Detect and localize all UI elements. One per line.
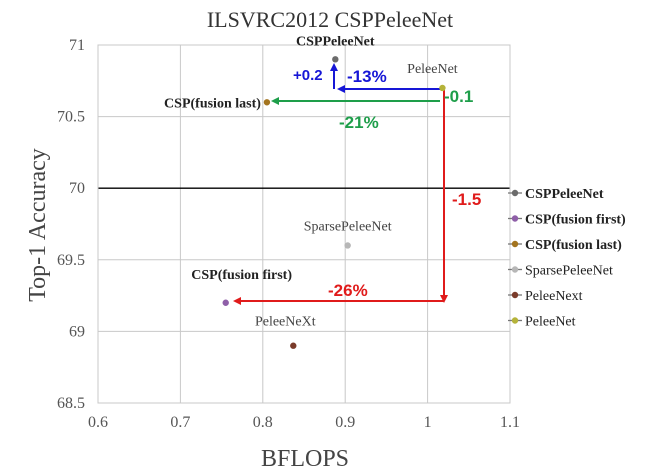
data-point <box>222 299 229 306</box>
chart-title: ILSVRC2012 CSPPeleeNet <box>207 7 453 32</box>
legend-entry: PeleeNext <box>525 289 583 304</box>
arrows <box>233 63 448 305</box>
x-tick-label: 0.6 <box>88 414 108 431</box>
x-tick-label: 1.1 <box>500 414 520 431</box>
point-label: SparsePeleeNet <box>304 219 392 234</box>
x-tick-labels: 0.6 0.7 0.8 0.9 1 1.1 <box>88 414 520 431</box>
data-point <box>290 342 297 349</box>
data-point <box>263 99 271 106</box>
annotation-minus-0-1: -0.1 <box>444 87 473 106</box>
x-tick-label: 0.9 <box>335 414 355 431</box>
legend-marker <box>511 266 519 273</box>
y-tick-labels: 68.5 69 69.5 70 70.5 71 <box>57 37 85 412</box>
point-label: PeleeNeXt <box>255 315 316 330</box>
y-tick-label: 68.5 <box>57 395 85 412</box>
legend-entry: CSP(fusion first) <box>525 213 626 228</box>
point-labels: CSPPeleeNet CSP(fusion first) CSP(fusion l… <box>164 34 458 329</box>
point-label: PeleeNet <box>407 62 458 77</box>
x-tick-label: 0.8 <box>253 414 273 431</box>
annotation-minus-26: -26% <box>328 281 368 300</box>
x-tick-label: 1 <box>424 414 432 431</box>
legend-marker <box>511 291 519 299</box>
data-point <box>332 56 339 63</box>
annotations: +0.2 -13% -0.1 -21% -1.5 -26% <box>293 67 481 300</box>
plot-frame <box>97 44 511 404</box>
y-tick-label: 69.5 <box>57 252 85 269</box>
y-tick-label: 70.5 <box>57 109 85 126</box>
annotation-minus-13: -13% <box>347 67 387 86</box>
data-points <box>222 56 446 349</box>
legend-marker <box>511 317 519 324</box>
legend: CSPPeleeNet CSP(fusion first) CSP(fusion l… <box>508 187 626 330</box>
y-tick-label: 70 <box>69 180 85 197</box>
legend-marker <box>511 215 519 222</box>
annotation-minus-21: -21% <box>339 113 379 132</box>
x-axis-label: BFLOPS <box>261 446 349 472</box>
legend-entry: SparsePeleeNet <box>525 264 613 279</box>
annotation-plus-0-2: +0.2 <box>293 67 323 84</box>
data-point <box>439 84 446 92</box>
y-tick-label: 69 <box>69 323 85 340</box>
legend-marker <box>511 240 519 248</box>
legend-entry: PeleeNet <box>525 315 576 330</box>
point-label: CSP(fusion first) <box>191 268 292 283</box>
legend-entry: CSP(fusion last) <box>525 238 622 253</box>
data-point <box>344 242 351 249</box>
x-tick-label: 0.7 <box>170 414 190 431</box>
point-label: CSPPeleeNet <box>296 34 375 49</box>
annotation-minus-1-5: -1.5 <box>452 190 481 209</box>
grid <box>97 44 511 404</box>
point-label: CSP(fusion last) <box>164 96 261 111</box>
legend-marker <box>511 189 519 197</box>
y-tick-label: 71 <box>69 37 85 54</box>
legend-entry: CSPPeleeNet <box>525 187 604 202</box>
y-axis-label: Top-1 Accuracy <box>25 148 51 302</box>
